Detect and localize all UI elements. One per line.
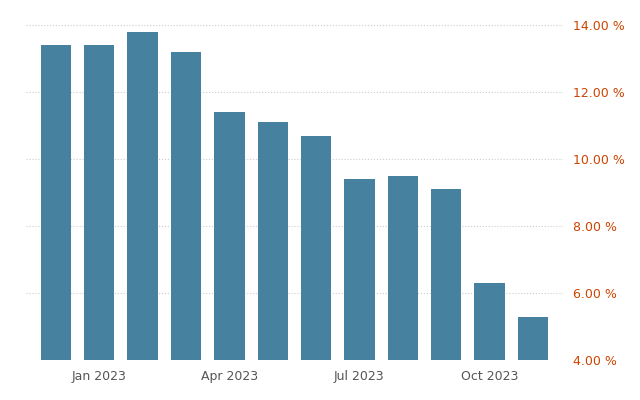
Bar (41, 46, 71, 400)
Bar (518, 316, 548, 400)
Bar (171, 52, 201, 400)
Bar (127, 32, 158, 400)
Bar (388, 176, 418, 400)
Bar (344, 179, 374, 400)
Bar (84, 46, 115, 400)
Bar (474, 283, 505, 400)
Bar (431, 189, 461, 400)
Bar (301, 136, 332, 400)
Bar (214, 112, 244, 400)
Bar (257, 122, 288, 400)
